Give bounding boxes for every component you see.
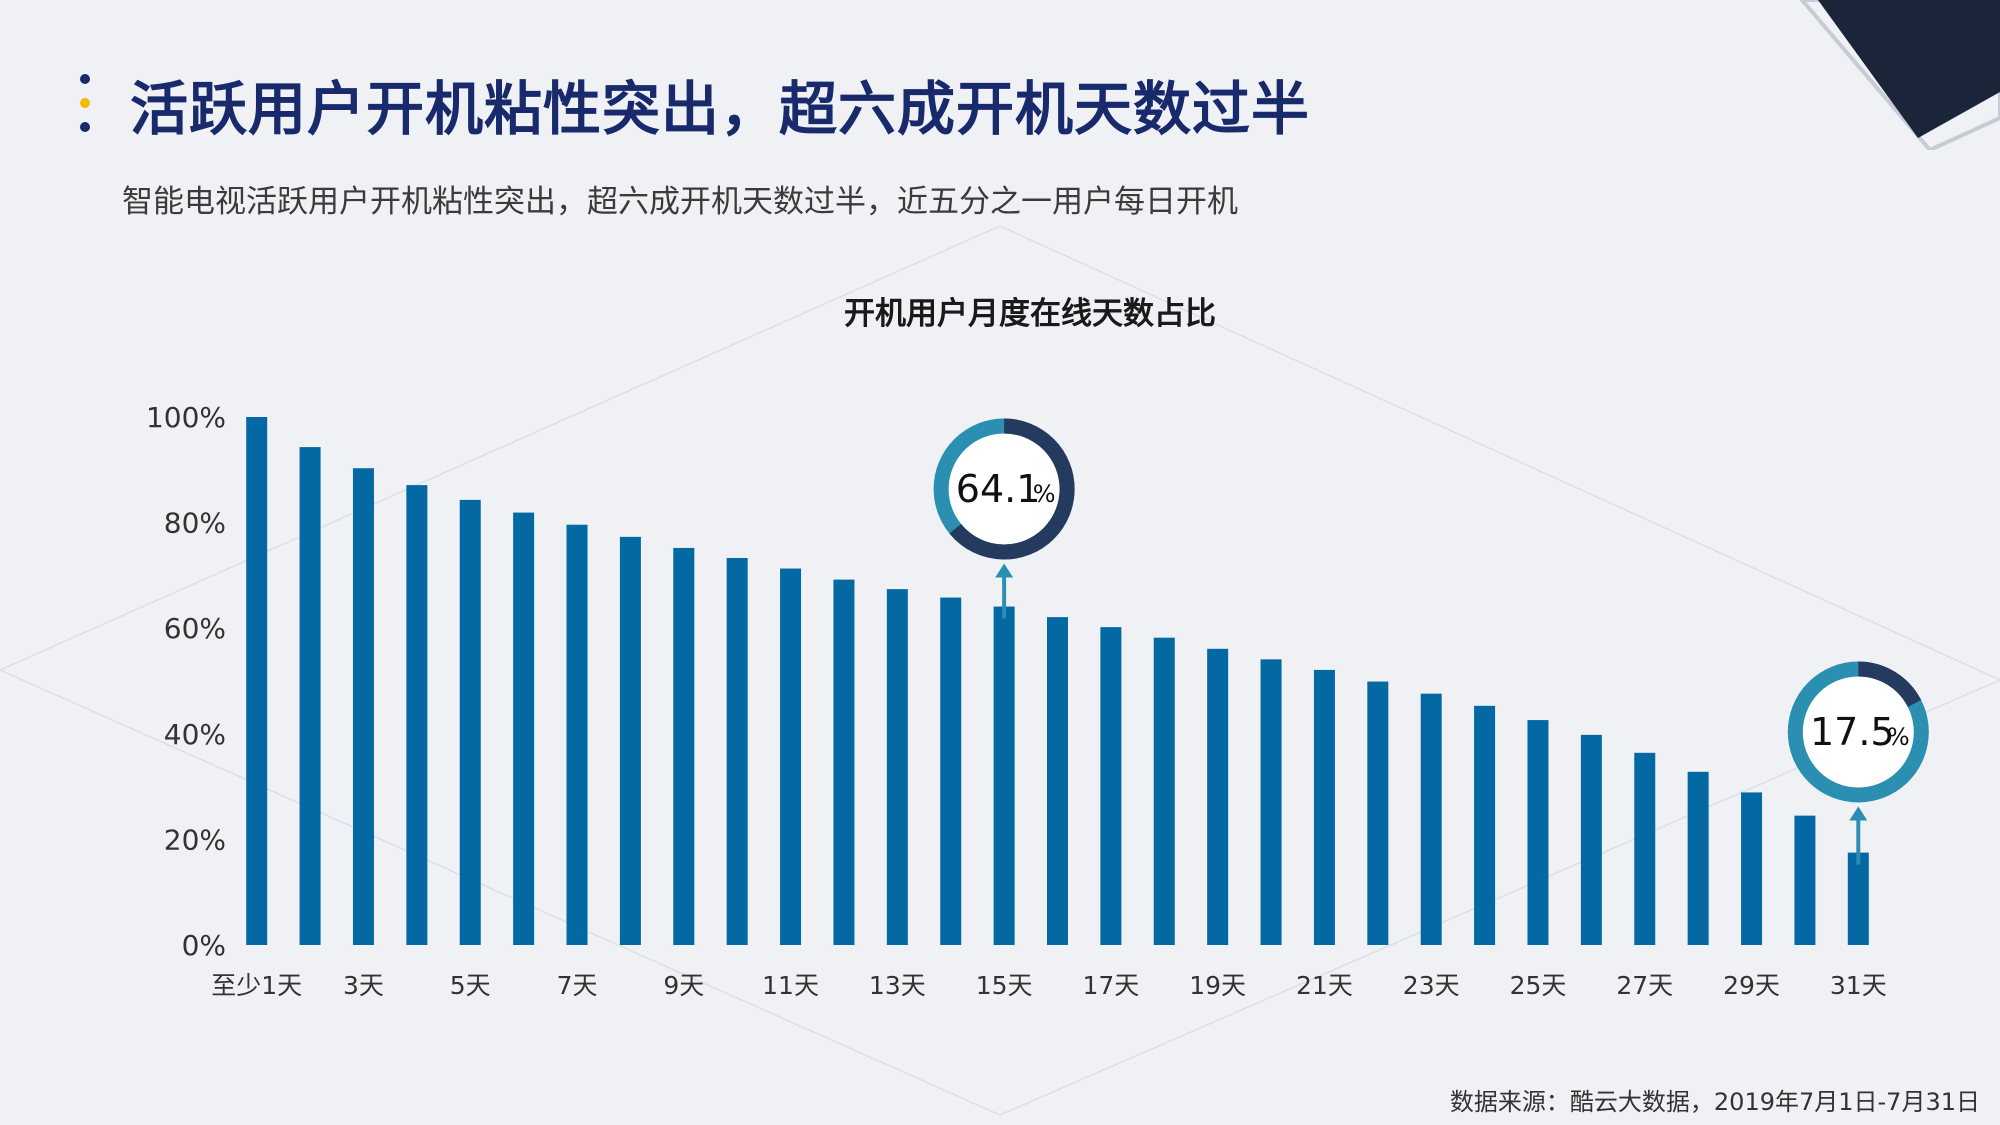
bar bbox=[780, 568, 802, 945]
callout-ring-progress bbox=[933, 418, 1075, 560]
bar bbox=[1260, 659, 1282, 945]
bar bbox=[1527, 720, 1549, 945]
bar bbox=[1367, 681, 1389, 945]
x-tick-label: 19天 bbox=[1189, 971, 1246, 1000]
dot-yellow bbox=[80, 98, 90, 108]
x-tick-label: 25天 bbox=[1510, 971, 1567, 1000]
bar bbox=[1420, 693, 1442, 945]
callout-arrow-head bbox=[1849, 806, 1868, 821]
bar bbox=[1100, 627, 1122, 945]
callout-value: 17.5 bbox=[1810, 710, 1895, 754]
bar bbox=[993, 606, 1015, 945]
bar bbox=[1474, 705, 1496, 945]
dot-navy-bottom bbox=[80, 122, 90, 132]
callout-arrow-head bbox=[995, 563, 1014, 578]
x-tick-label: 9天 bbox=[663, 971, 704, 1000]
bar bbox=[1741, 792, 1763, 945]
bar bbox=[566, 524, 588, 945]
x-tick-label: 7天 bbox=[557, 971, 598, 1000]
title-bullet-icon bbox=[78, 74, 92, 138]
bar bbox=[1794, 815, 1816, 945]
bar bbox=[1207, 648, 1229, 945]
callout-unit: % bbox=[1033, 480, 1056, 508]
bar bbox=[513, 512, 535, 945]
bar bbox=[1153, 637, 1175, 945]
y-tick-label: 80% bbox=[164, 507, 226, 540]
bar bbox=[673, 547, 695, 945]
dot-navy-top bbox=[80, 74, 90, 84]
y-tick-label: 100% bbox=[146, 401, 226, 434]
bar bbox=[1313, 669, 1335, 945]
x-tick-label: 13天 bbox=[869, 971, 926, 1000]
callout-unit: % bbox=[1887, 723, 1910, 751]
bar bbox=[1687, 771, 1709, 945]
x-tick-label: 21天 bbox=[1296, 971, 1353, 1000]
page-subtitle: 智能电视活跃用户开机粘性突出，超六成开机天数过半，近五分之一用户每日开机 bbox=[122, 184, 1238, 220]
x-tick-label: 15天 bbox=[976, 971, 1033, 1000]
data-source-note: 数据来源：酷云大数据，2019年7月1日-7月31日 bbox=[1449, 1088, 1980, 1116]
x-tick-label: 23天 bbox=[1403, 971, 1460, 1000]
x-tick-label: 29天 bbox=[1723, 971, 1780, 1000]
bar bbox=[246, 417, 268, 945]
x-tick-label: 17天 bbox=[1082, 971, 1139, 1000]
bar bbox=[1047, 617, 1068, 945]
bar bbox=[886, 589, 908, 945]
bar bbox=[1580, 734, 1602, 945]
callout-ring-progress bbox=[1787, 661, 1929, 803]
x-tick-label: 5天 bbox=[450, 971, 491, 1000]
x-tick-label: 31天 bbox=[1830, 971, 1887, 1000]
bar bbox=[940, 597, 962, 945]
bar bbox=[619, 536, 641, 945]
y-tick-label: 60% bbox=[164, 612, 226, 645]
y-tick-label: 0% bbox=[182, 929, 226, 962]
bar bbox=[299, 447, 321, 945]
bar bbox=[352, 468, 374, 945]
corner-decoration bbox=[1799, 0, 2000, 150]
x-tick-label: 至少1天 bbox=[211, 971, 302, 1000]
x-tick-label: 27天 bbox=[1616, 971, 1673, 1000]
x-tick-label: 3天 bbox=[343, 971, 384, 1000]
bar bbox=[833, 579, 855, 945]
bar bbox=[1634, 752, 1656, 945]
x-tick-label: 11天 bbox=[762, 971, 819, 1000]
page-title: 活跃用户开机粘性突出，超六成开机天数过半 bbox=[130, 75, 1311, 143]
bar bbox=[459, 499, 481, 945]
y-tick-label: 40% bbox=[164, 718, 226, 751]
chart-title: 开机用户月度在线天数占比 bbox=[844, 296, 1216, 332]
callout-value: 64.1 bbox=[956, 467, 1041, 511]
bar bbox=[406, 485, 428, 945]
y-tick-label: 20% bbox=[164, 823, 226, 856]
bar bbox=[726, 557, 748, 945]
bar bbox=[1847, 852, 1869, 945]
